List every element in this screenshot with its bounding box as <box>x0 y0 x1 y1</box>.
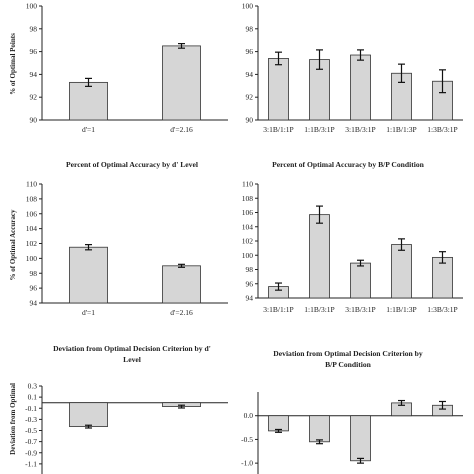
x-tick-label: 1:1B/3:1P <box>304 305 334 314</box>
y-tick-label: 102 <box>242 237 254 246</box>
y-tick-label: 0.1 <box>28 393 38 402</box>
y-tick-label: -0.9 <box>25 448 37 457</box>
y-tick-label: 100 <box>26 2 38 11</box>
y-tick-label: -0.5 <box>241 435 253 444</box>
y-tick-label: 106 <box>26 209 38 218</box>
x-tick-label: 3:1B/3:1P <box>345 125 375 134</box>
panel-optimal-accuracy-by-bp: Percent of Optimal Accuracy by B/P Condi… <box>242 160 463 314</box>
y-tick-label: -0.1 <box>25 404 37 413</box>
y-tick-label: 94 <box>246 70 254 79</box>
bar <box>350 262 371 299</box>
chart-title-line-2: Level <box>123 355 141 364</box>
panel-deviation-by-dprime: Deviation from Optimal Decision Criterio… <box>9 344 228 474</box>
bar <box>162 265 201 304</box>
chart-title-line-1: Deviation from Optimal Decision Criterio… <box>273 349 423 358</box>
y-tick-label: 100 <box>242 251 254 260</box>
bar <box>69 81 108 121</box>
y-tick-label: 102 <box>26 239 38 248</box>
y-tick-label: -0.5 <box>25 426 37 435</box>
y-tick-label: 0.3 <box>28 382 38 391</box>
y-tick-label: -0.7 <box>25 437 37 446</box>
bar <box>391 244 412 299</box>
y-tick-label: 96 <box>30 47 38 56</box>
y-tick-label: 108 <box>242 194 254 203</box>
x-tick-label: d'=1 <box>82 125 95 134</box>
y-tick-label: 104 <box>26 224 38 233</box>
y-tick-label: 108 <box>26 194 38 203</box>
y-tick-label: 92 <box>246 93 254 102</box>
x-tick-label: 1:3B/3:1P <box>427 125 457 134</box>
y-tick-label: 100 <box>26 254 38 263</box>
bar <box>350 54 371 121</box>
panel-optimal-points-by-bp: 90 92 94 96 98 100 3:1B/1:1P 1:1B/3:1P 3:1B/3:1P… <box>242 2 463 134</box>
x-tick-label: 1:3B/3:1P <box>427 305 457 314</box>
chart-title: Percent of Optimal Accuracy by d' Level <box>66 160 198 169</box>
chart-title-line-1: Deviation from Optimal Decision Criterio… <box>53 344 211 353</box>
x-tick-label: 1:1B/1:3P <box>386 125 416 134</box>
y-tick-label: 98 <box>30 269 38 278</box>
y-tick-label: 94 <box>246 294 254 303</box>
y-tick-label: 100 <box>242 2 254 11</box>
bar <box>268 58 289 121</box>
panel-deviation-by-bp: Deviation from Optimal Decision Criterio… <box>241 349 463 474</box>
bar <box>162 45 201 121</box>
panel-optimal-accuracy-by-dprime: Percent of Optimal Accuracy by d' Level … <box>9 160 228 317</box>
y-tick-label: -1.0 <box>241 459 253 468</box>
y-tick-label: 98 <box>246 265 254 274</box>
y-tick-label: 98 <box>30 24 38 33</box>
y-tick-label: 0.0 <box>244 411 254 420</box>
y-tick-label: 110 <box>26 180 37 189</box>
x-tick-label: 3:1B/3:1P <box>345 305 375 314</box>
bar <box>69 246 108 304</box>
y-tick-label: -1.1 <box>25 459 37 468</box>
y-tick-label: 104 <box>242 222 254 231</box>
y-tick-label: 90 <box>30 116 38 125</box>
y-tick-label: 94 <box>30 70 38 79</box>
y-tick-label: 96 <box>30 284 38 293</box>
y-tick-label: 98 <box>246 24 254 33</box>
bar <box>268 415 289 432</box>
bar <box>309 214 330 299</box>
x-tick-label: d'=2.16 <box>170 125 193 134</box>
y-tick-label: 106 <box>242 208 254 217</box>
y-axis-label: % of Optimal Points <box>9 33 17 95</box>
y-tick-label: 96 <box>246 47 254 56</box>
bar <box>350 415 371 462</box>
panel-optimal-points-by-dprime: % of Optimal Points 90 92 94 96 98 100 d'=1 d'=… <box>9 2 228 134</box>
y-tick-label: 96 <box>246 279 254 288</box>
chart-title-line-2: B/P Condition <box>325 360 372 369</box>
y-tick-label: 94 <box>30 299 38 308</box>
y-tick-label: 90 <box>246 116 254 125</box>
x-tick-label: d'=1 <box>82 308 95 317</box>
y-axis-label: Deviation from Optimal <box>9 383 17 455</box>
x-tick-label: d'=2.16 <box>170 308 193 317</box>
x-tick-label: 3:1B/1:1P <box>263 305 293 314</box>
y-tick-label: 92 <box>30 93 38 102</box>
y-tick-label: -0.3 <box>25 415 37 424</box>
bar <box>309 415 330 443</box>
bar <box>69 402 108 428</box>
x-tick-label: 1:1B/1:3P <box>386 305 416 314</box>
x-tick-label: 1:1B/3:1P <box>304 125 334 134</box>
chart-title: Percent of Optimal Accuracy by B/P Condi… <box>272 160 425 169</box>
x-tick-label: 3:1B/1:1P <box>263 125 293 134</box>
y-axis-label: % of Optimal Accuracy <box>9 209 17 280</box>
y-tick-label: 110 <box>242 180 253 189</box>
